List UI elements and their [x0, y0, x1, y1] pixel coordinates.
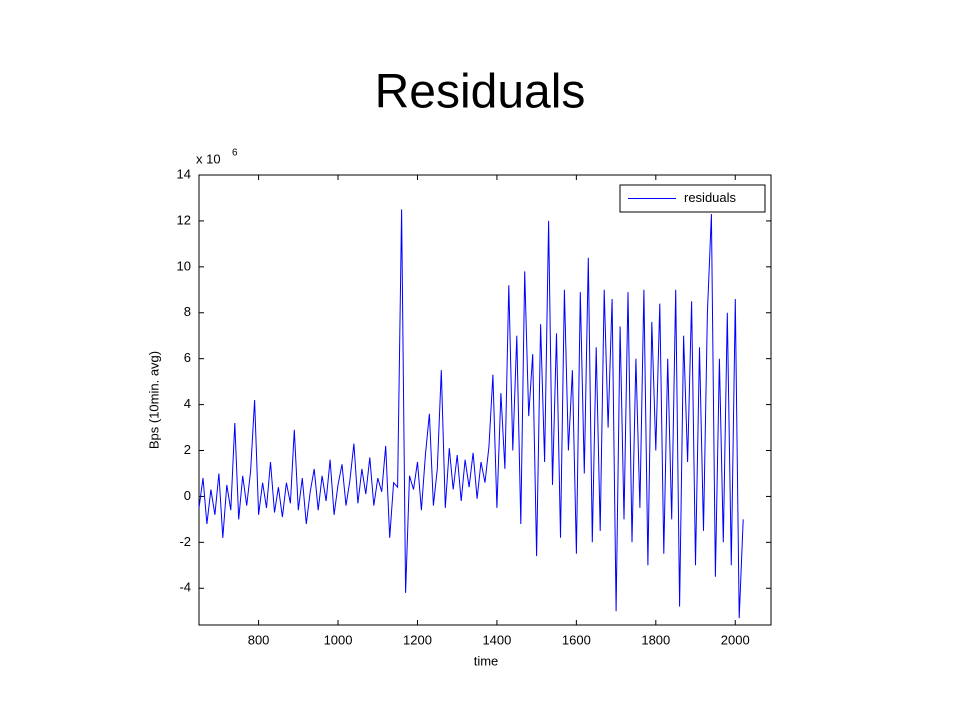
x-tick-label: 1600 — [562, 632, 591, 647]
y-axis-label: Bps (10min. avg) — [146, 351, 161, 449]
y-tick-label: 2 — [184, 442, 191, 457]
y-tick-label: 10 — [177, 258, 191, 273]
x-axis-label: time — [474, 653, 499, 668]
y-tick-label: 6 — [184, 350, 191, 365]
plot-area — [198, 174, 772, 626]
y-tick-label: 0 — [184, 488, 191, 503]
y-tick-label: 12 — [177, 212, 191, 227]
x-tick-label: 1800 — [641, 632, 670, 647]
y-tick-label: -4 — [179, 580, 191, 595]
y-tick-label: 14 — [177, 166, 191, 181]
y-tick-label: 4 — [184, 396, 191, 411]
x-tick-label: 1000 — [324, 632, 353, 647]
x-tick-label: 1400 — [482, 632, 511, 647]
legend-label: residuals — [684, 190, 737, 205]
chart-title: Residuals — [375, 66, 586, 119]
data-line — [198, 209, 744, 619]
x-tick-label: 2000 — [721, 632, 750, 647]
x-tick-label: 800 — [248, 632, 270, 647]
x-tick-label: 1200 — [403, 632, 432, 647]
y-tick-label: -2 — [179, 534, 191, 549]
y-tick-label: 8 — [184, 304, 191, 319]
y-multiplier-exponent: 6 — [232, 148, 238, 159]
y-multiplier: x 10 — [196, 151, 221, 166]
